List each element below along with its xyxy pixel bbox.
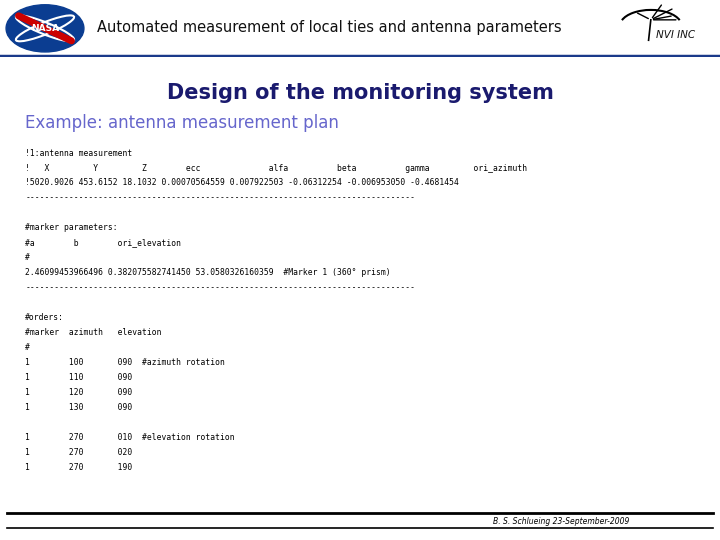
Text: 1        130       090: 1 130 090	[25, 403, 132, 412]
Text: 1        270       020: 1 270 020	[25, 448, 132, 457]
Text: #: #	[25, 343, 30, 352]
Text: 1        100       090  #azimuth rotation: 1 100 090 #azimuth rotation	[25, 358, 225, 367]
Text: !   X         Y         Z        ecc              alfa          beta          ga: ! X Y Z ecc alfa beta ga	[25, 164, 527, 172]
Text: NASA: NASA	[31, 24, 59, 33]
Text: !1:antenna measurement: !1:antenna measurement	[25, 148, 132, 158]
Text: --------------------------------------------------------------------------------: ----------------------------------------…	[25, 284, 415, 292]
Text: B. S. Schlueing 23-September-2009: B. S. Schlueing 23-September-2009	[493, 517, 630, 526]
Text: 1        120       090: 1 120 090	[25, 388, 132, 397]
Text: 2.46099453966496 0.382075582741450 53.0580326160359  #Marker 1 (360° prism): 2.46099453966496 0.382075582741450 53.05…	[25, 268, 391, 278]
Text: Design of the monitoring system: Design of the monitoring system	[166, 83, 554, 103]
Text: Example: antenna measurement plan: Example: antenna measurement plan	[25, 114, 339, 132]
Text: #marker parameters:: #marker parameters:	[25, 224, 118, 232]
Text: #a        b        ori_elevation: #a b ori_elevation	[25, 239, 181, 247]
Text: #: #	[25, 253, 30, 262]
Text: Automated measurement of local ties and antenna parameters: Automated measurement of local ties and …	[97, 20, 562, 35]
Circle shape	[6, 5, 84, 52]
Text: #orders:: #orders:	[25, 313, 64, 322]
Text: 1        110       090: 1 110 090	[25, 373, 132, 382]
Text: #marker  azimuth   elevation: #marker azimuth elevation	[25, 328, 162, 338]
Text: --------------------------------------------------------------------------------: ----------------------------------------…	[25, 193, 415, 202]
Text: 1        270       190: 1 270 190	[25, 463, 132, 472]
Text: !5020.9026 453.6152 18.1032 0.00070564559 0.007922503 -0.06312254 -0.006953050 -: !5020.9026 453.6152 18.1032 0.0007056455…	[25, 179, 459, 187]
Text: NVI INC: NVI INC	[656, 30, 695, 40]
Text: 1        270       010  #elevation rotation: 1 270 010 #elevation rotation	[25, 433, 235, 442]
